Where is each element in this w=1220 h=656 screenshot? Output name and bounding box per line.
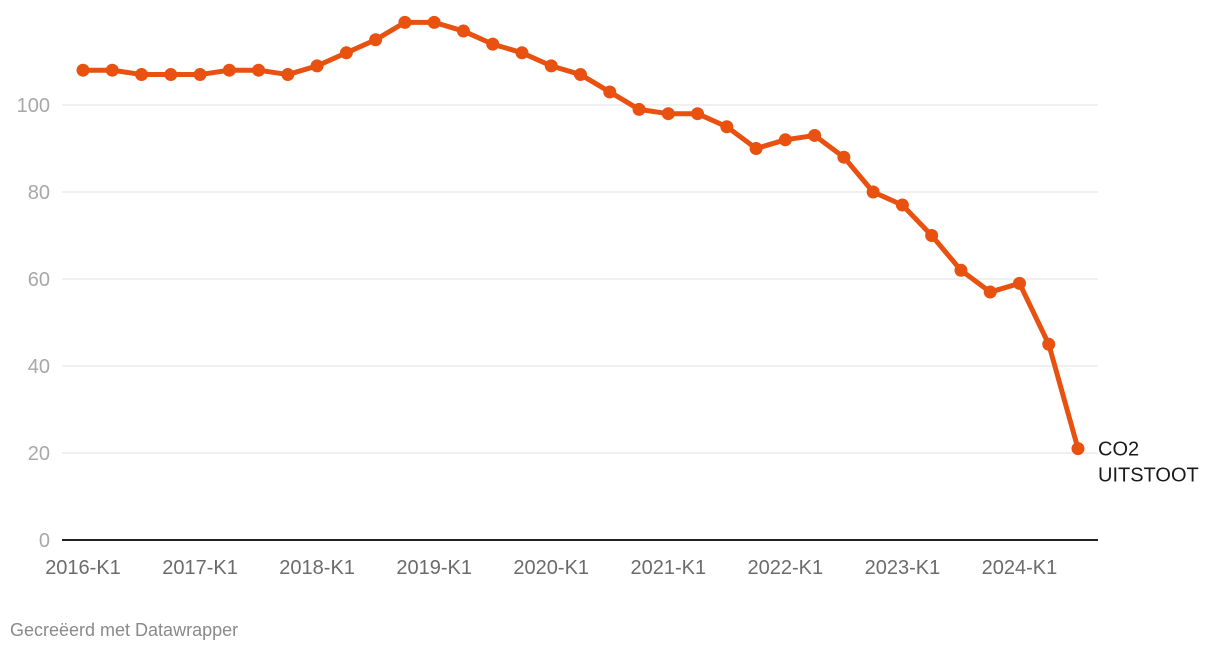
x-axis-ticks: 2016-K1 2017-K1 2018-K1 2019-K1 2020-K1 2021-…	[45, 557, 1057, 579]
x-tick-label: 2021-K1	[630, 557, 706, 579]
x-tick-label: 2020-K1	[513, 557, 589, 579]
gridlines	[62, 104, 1098, 454]
data-point	[456, 24, 470, 38]
data-point	[749, 142, 763, 155]
x-tick-label: 2016-K1	[45, 557, 121, 579]
x-tick-label: 2023-K1	[865, 557, 941, 579]
data-point	[1042, 337, 1056, 351]
series-co2	[76, 15, 1085, 456]
y-tick-label: 20	[28, 443, 50, 465]
y-tick-label: 60	[28, 269, 50, 291]
data-point	[164, 68, 178, 82]
data-point	[720, 120, 734, 134]
data-point	[1012, 276, 1026, 290]
data-point	[544, 59, 558, 73]
data-point	[603, 85, 617, 99]
data-point	[515, 46, 529, 60]
data-point	[837, 150, 851, 164]
data-point	[369, 33, 383, 47]
data-point	[691, 107, 705, 121]
data-point	[983, 285, 997, 299]
data-point	[222, 63, 236, 77]
data-point	[76, 63, 90, 77]
data-point	[252, 63, 266, 77]
data-point	[661, 107, 675, 121]
y-tick-label: 0	[39, 530, 50, 552]
data-point	[427, 15, 441, 29]
series-label-line: CO2	[1098, 439, 1139, 461]
x-tick-label: 2024-K1	[982, 557, 1058, 579]
y-axis-ticks: 0 20 40 60 80 100	[17, 95, 50, 552]
data-point	[866, 185, 880, 199]
x-tick-label: 2018-K1	[279, 557, 355, 579]
data-point	[925, 229, 939, 242]
data-point	[574, 68, 587, 82]
data-point	[105, 63, 119, 77]
data-point	[339, 46, 353, 60]
y-tick-label: 100	[17, 95, 50, 117]
y-tick-label: 80	[28, 182, 50, 204]
x-tick-label: 2017-K1	[162, 557, 238, 579]
data-point	[193, 68, 207, 82]
data-point	[954, 263, 968, 277]
data-point	[632, 102, 646, 116]
data-point	[895, 198, 909, 212]
data-point	[398, 15, 412, 29]
series-label-line: UITSTOOT	[1098, 465, 1199, 487]
data-point	[310, 59, 324, 73]
series-label: CO2 UITSTOOT	[1098, 439, 1199, 487]
y-tick-label: 40	[28, 356, 50, 378]
data-point	[778, 133, 792, 147]
footer-credit: Gecreëerd met Datawrapper	[10, 620, 239, 640]
data-point	[808, 128, 822, 142]
data-point	[281, 68, 295, 82]
data-point	[135, 68, 149, 82]
line-chart: 0 20 40 60 80 100 2016-K1 2017-K1 2018-K1 2019-K…	[17, 15, 1199, 579]
data-point	[1071, 442, 1085, 456]
x-tick-label: 2019-K1	[396, 557, 472, 579]
data-point	[486, 37, 500, 51]
x-tick-label: 2022-K1	[748, 557, 824, 579]
